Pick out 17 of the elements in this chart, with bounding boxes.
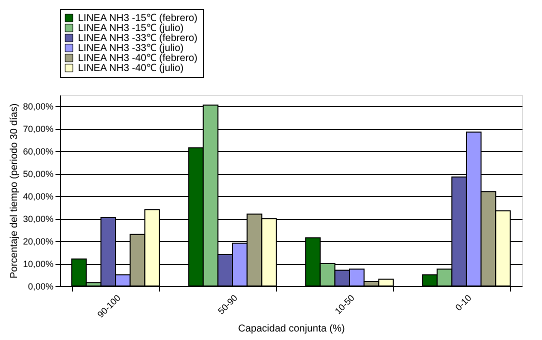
legend-label: LINEA NH3 -33℃ (julio) <box>78 43 184 54</box>
legend-label: LINEA NH3 -40℃ (julio) <box>78 63 184 74</box>
x-axis-title: Capacidad conjunta (%) <box>238 324 345 335</box>
y-tick-label: 80,00% <box>22 102 54 112</box>
y-tick-label: 10,00% <box>22 259 54 270</box>
legend-label: LINEA NH3 -15℃ (julio) <box>78 23 184 34</box>
y-axis-title: Porcentaje del tiempo (periodo 30 días) <box>8 103 20 279</box>
y-tick-label: 30,00% <box>22 214 54 224</box>
y-tick-label: 60,00% <box>22 146 54 157</box>
legend-label: LINEA NH3 -40℃ (febrero) <box>78 53 198 64</box>
y-tick-label: 50,00% <box>22 169 54 180</box>
legend-label: LINEA NH3 -33℃ (febrero) <box>78 33 198 44</box>
y-tick-label: 0,00% <box>28 282 54 292</box>
y-tick-label: 40,00% <box>22 192 54 202</box>
y-tick-label: 20,00% <box>22 236 54 247</box>
y-tick-label: 70,00% <box>22 124 54 134</box>
legend-label: LINEA NH3 -15℃ (febrero) <box>78 13 198 24</box>
